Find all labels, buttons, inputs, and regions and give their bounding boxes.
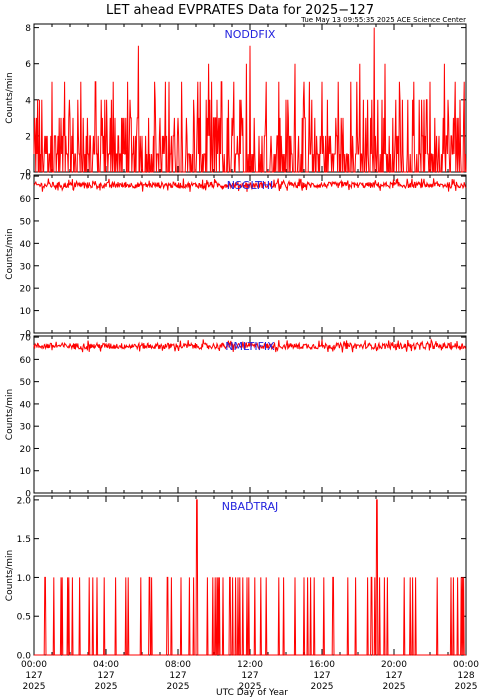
y-tick-label: 30 — [20, 262, 32, 272]
x-tick-label-doy: 127 — [313, 671, 330, 681]
y-tick-label: 30 — [20, 423, 32, 433]
y-axis-label: Counts/min — [5, 228, 15, 279]
y-tick-label: 10 — [20, 467, 32, 477]
y-tick-label: 0 — [25, 169, 31, 179]
panel-frame — [33, 335, 467, 494]
y-axis-label: Counts/min — [5, 550, 15, 601]
y-tick-label: 2.0 — [17, 496, 32, 506]
y-tick-label: 8 — [25, 24, 31, 34]
y-tick-label: 60 — [20, 356, 32, 366]
y-tick-label: 50 — [20, 378, 32, 388]
x-tick-label-doy: 127 — [25, 671, 42, 681]
y-tick-label: 4 — [25, 96, 31, 106]
y-tick-label: 0 — [25, 330, 31, 340]
y-axis-label: Counts/min — [5, 72, 15, 123]
y-tick-label: 60 — [20, 195, 32, 205]
x-tick-label-time: 16:00 — [309, 660, 335, 670]
x-tick-label-time: 04:00 — [93, 660, 119, 670]
y-tick-label: 0.5 — [17, 613, 31, 623]
x-tick-label-time: 20:00 — [381, 660, 407, 670]
x-tick-label-doy: 127 — [97, 671, 114, 681]
y-tick-label: 50 — [20, 217, 32, 227]
y-tick-label: 0 — [25, 490, 31, 500]
y-tick-label: 70 — [20, 173, 32, 183]
x-tick-label-time: 00:00 — [21, 660, 47, 670]
panel-label: NBADTRAJ — [222, 500, 278, 513]
x-tick-label-year: 2025 — [167, 682, 190, 692]
series-line-nmltifix — [33, 338, 467, 353]
x-tick-label-year: 2025 — [383, 682, 406, 692]
x-tick-label-year: 2025 — [455, 682, 478, 692]
panel-label: NODDFIX — [225, 28, 276, 41]
y-tick-label: 1.5 — [17, 535, 31, 545]
timestamp-label: Tue May 13 09:55:35 2025 ACE Science Cen… — [300, 16, 466, 24]
panel-label: NSGLTHI — [227, 179, 274, 192]
figure-title: LET ahead EVPRATES Data for 2025−127 — [106, 3, 374, 18]
y-tick-label: 2 — [25, 132, 31, 142]
x-tick-label-year: 2025 — [311, 682, 334, 692]
series-line-noddfix — [33, 27, 467, 173]
y-tick-label: 40 — [20, 400, 32, 410]
y-tick-label: 40 — [20, 240, 32, 250]
x-tick-label-year: 2025 — [95, 682, 118, 692]
x-tick-label-time: 08:00 — [165, 660, 191, 670]
y-tick-label: 70 — [20, 334, 32, 344]
y-tick-label: 20 — [20, 445, 32, 455]
x-tick-label-doy: 127 — [169, 671, 186, 681]
y-axis-label: Counts/min — [5, 389, 15, 440]
y-tick-label: 10 — [20, 307, 32, 317]
x-tick-label-time: 12:00 — [237, 660, 263, 670]
panel-nbadtraj: 0.0 0.5 1.0 1.5 2.0 Counts/min NBADTRAJ — [5, 495, 467, 662]
x-tick-label-doy: 128 — [457, 671, 474, 681]
x-tick-label-year: 2025 — [239, 682, 262, 692]
panel-noddfix: 0 2 4 6 8 Counts/min NODDFIX — [5, 23, 467, 179]
x-axis-label: UTC Day of Year — [216, 688, 288, 698]
panel-nmltifix: 0 10 20 30 40 50 60 70 Counts/min NMLTIFIX — [5, 334, 467, 500]
x-tick-label-year: 2025 — [23, 682, 46, 692]
panel-frame — [33, 174, 467, 334]
panel-frame — [33, 495, 467, 656]
y-tick-label: 20 — [20, 285, 32, 295]
x-tick-label-time: 00:00 — [453, 660, 479, 670]
x-tick-label-doy: 127 — [385, 671, 402, 681]
x-axis-tick-labels: 00:00127202504:00127202508:00127202512:0… — [21, 660, 479, 692]
series-line-nsglthi — [33, 178, 467, 192]
y-tick-label: 0.0 — [17, 652, 32, 662]
y-tick-label: 6 — [25, 60, 31, 70]
y-tick-label: 1.0 — [17, 574, 32, 584]
panel-nsglthi: 0 10 20 30 40 50 60 70 Counts/min NSGLTHI — [5, 173, 467, 340]
panel-label: NMLTIFIX — [225, 340, 275, 353]
panels: 0 2 4 6 8 Counts/min NODDFIX 0 10 20 30 40 50 60 70 Cou… — [5, 23, 467, 662]
x-tick-label-doy: 127 — [241, 671, 258, 681]
series-line-nbadtraj — [34, 499, 466, 656]
